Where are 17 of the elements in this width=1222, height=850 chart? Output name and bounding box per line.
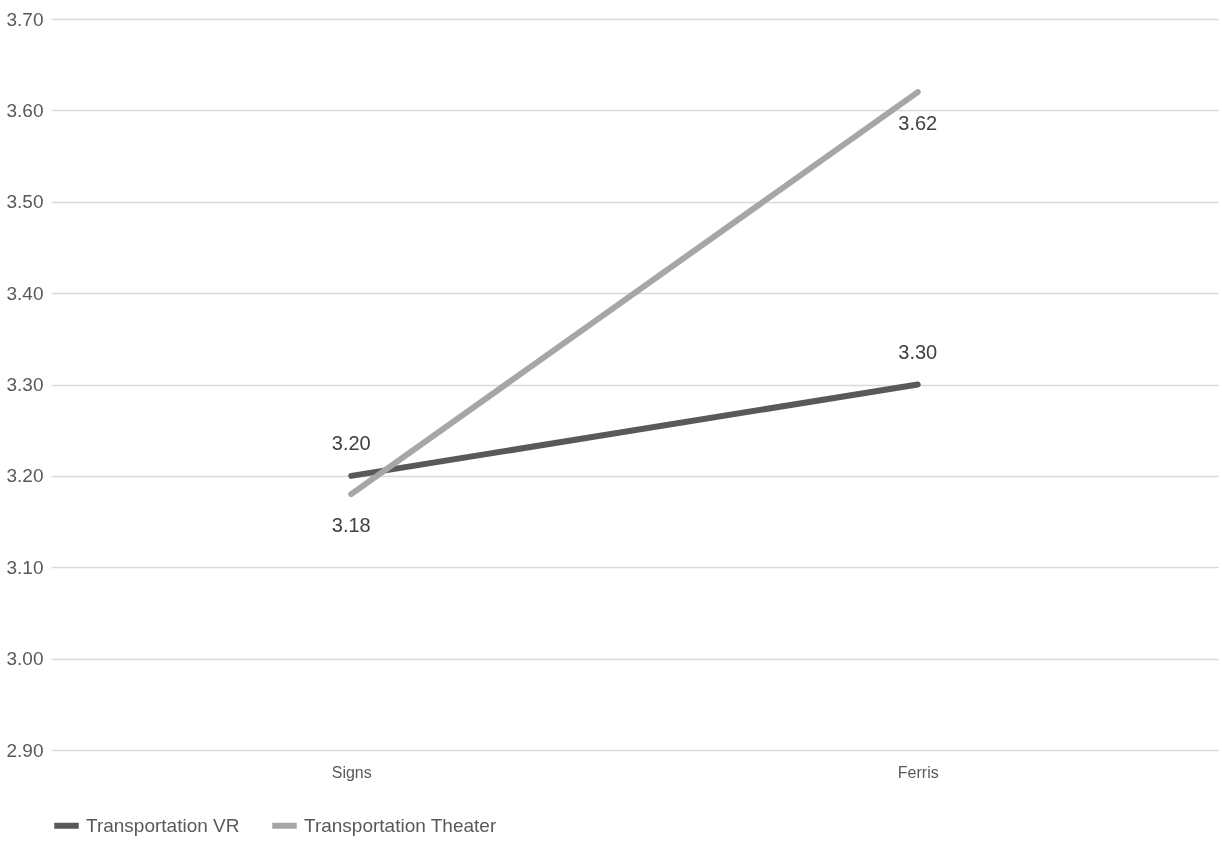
y-tick-label: 3.20 <box>6 465 44 487</box>
data-label: 3.20 <box>331 431 371 454</box>
y-tick-label: 3.30 <box>6 374 44 395</box>
legend-label: Transportation Theater <box>304 814 497 836</box>
y-tick-label: 3.40 <box>6 282 44 304</box>
y-tick-label: 3.60 <box>6 99 44 121</box>
x-tick-label: Ferris <box>897 763 939 781</box>
y-tick-label: 3.50 <box>6 191 44 213</box>
data-label: 3.18 <box>331 514 371 537</box>
data-label: 3.30 <box>898 340 938 363</box>
y-tick-label: 2.90 <box>6 739 44 761</box>
y-tick-label: 3.70 <box>6 8 44 30</box>
y-tick-label: 3.10 <box>6 556 44 578</box>
legend-label: Transportation VR <box>86 814 240 836</box>
x-tick-label: Signs <box>331 763 372 781</box>
y-tick-label: 3.00 <box>6 648 44 670</box>
data-label: 3.62 <box>898 112 938 135</box>
